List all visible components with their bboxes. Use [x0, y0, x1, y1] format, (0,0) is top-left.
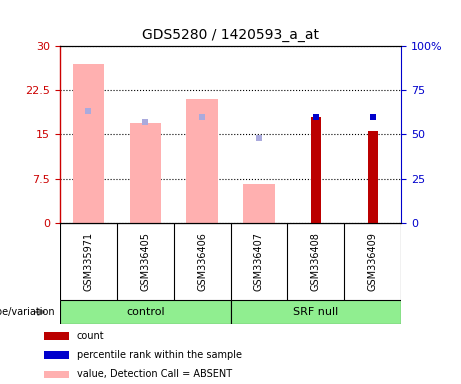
- Bar: [230, 300, 401, 324]
- Bar: [73, 64, 104, 223]
- Text: control: control: [126, 307, 165, 317]
- Bar: [130, 122, 161, 223]
- Bar: [367, 131, 378, 223]
- Text: count: count: [77, 331, 105, 341]
- Bar: [44, 371, 69, 378]
- Text: percentile rank within the sample: percentile rank within the sample: [77, 350, 242, 360]
- Bar: [60, 300, 230, 324]
- Text: GSM336409: GSM336409: [367, 232, 378, 291]
- Bar: [44, 332, 69, 340]
- Bar: [186, 99, 218, 223]
- Text: GSM335971: GSM335971: [83, 232, 94, 291]
- Title: GDS5280 / 1420593_a_at: GDS5280 / 1420593_a_at: [142, 28, 319, 42]
- Bar: [243, 184, 275, 223]
- Text: GSM336407: GSM336407: [254, 232, 264, 291]
- Text: value, Detection Call = ABSENT: value, Detection Call = ABSENT: [77, 369, 232, 379]
- Text: GSM336405: GSM336405: [140, 232, 150, 291]
- Text: genotype/variation: genotype/variation: [0, 307, 55, 317]
- Text: GSM336406: GSM336406: [197, 232, 207, 291]
- Text: GSM336408: GSM336408: [311, 232, 321, 291]
- Bar: [44, 351, 69, 359]
- Bar: [311, 117, 321, 223]
- Text: SRF null: SRF null: [293, 307, 338, 317]
